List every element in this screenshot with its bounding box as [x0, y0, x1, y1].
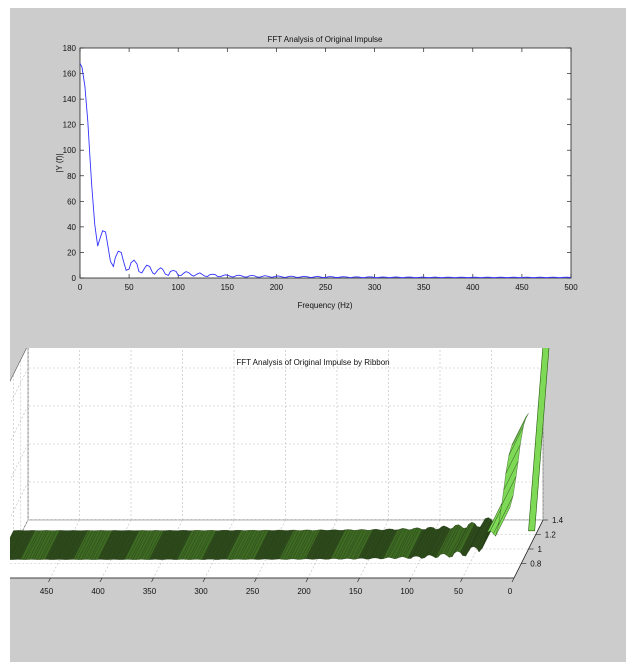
series-line-0 — [79, 63, 572, 279]
ribbon-peak — [528, 348, 550, 532]
y3d-tick-label: 0.8 — [530, 560, 542, 569]
y-tick-label: 60 — [67, 197, 76, 206]
x-axis-label: Frequency (Hz) — [297, 301, 352, 310]
chart-title: FFT Analysis of Original Impulse — [267, 35, 383, 44]
x-tick-label: 500 — [564, 283, 578, 292]
x3d-tick-label: 350 — [143, 587, 157, 596]
x-tick-label: 350 — [417, 283, 431, 292]
x-tick-label: 50 — [125, 283, 134, 292]
fft-line-chart: 0 50 100 150 200 250 300 350 400 450 500 0 20 40 60 80 1… — [55, 35, 578, 310]
y-tick-label: 20 — [67, 248, 76, 257]
y3d-tick-label: 1 — [538, 545, 543, 554]
x3d-tick-mark — [202, 577, 206, 583]
y-tick-label: 80 — [67, 172, 76, 181]
x-tick-label: 250 — [319, 283, 333, 292]
x-tick-label: 0 — [78, 283, 83, 292]
x-tick-label: 100 — [172, 283, 186, 292]
x3d-tick-label: 0 — [508, 587, 513, 596]
x3d-tick-mark — [357, 577, 360, 583]
x3d-tick-mark — [511, 577, 515, 583]
x3d-tick-mark — [460, 577, 463, 583]
x3d-tick-label: 250 — [246, 587, 260, 596]
x-tick-label: 300 — [368, 283, 382, 292]
ribbon-segment — [511, 413, 529, 446]
x3d-tick-label: 100 — [400, 587, 414, 596]
figure-panel: 0 50 100 150 200 250 300 350 400 450 500 0 20 40 60 80 1… — [10, 8, 626, 662]
y-axis-label: |Y (f)| — [55, 153, 64, 172]
y-tick-label: 180 — [63, 44, 77, 53]
x3d-tick-mark — [254, 577, 257, 583]
y-tick-label: 160 — [63, 70, 77, 79]
x3d-tick-mark — [99, 577, 103, 583]
x3d-tick-label: 450 — [40, 587, 54, 596]
x3d-tick-label: 400 — [91, 587, 105, 596]
y-tick-label: 120 — [63, 121, 77, 130]
x3d-tick-label: 50 — [454, 587, 463, 596]
grid-line-x-floor — [462, 519, 492, 579]
x3d-tick-label: 200 — [297, 587, 311, 596]
x-tick-label: 450 — [515, 283, 529, 292]
fft-ribbon-chart: 5004504003503002502001501005000.811.21.4… — [10, 348, 564, 596]
y-tick-label: 0 — [72, 274, 77, 283]
y-tick-label: 140 — [63, 95, 77, 104]
x-tick-label: 400 — [466, 283, 480, 292]
x3d-tick-mark — [305, 577, 309, 583]
x3d-tick-label: 300 — [194, 587, 208, 596]
y-tick-label: 40 — [67, 223, 76, 232]
x3d-tick-label: 150 — [349, 587, 363, 596]
x3d-tick-mark — [151, 577, 154, 583]
x3d-tick-mark — [48, 577, 51, 583]
chart-title-3d: FFT Analysis of Original Impulse by Ribb… — [236, 358, 389, 367]
y3d-tick-label: 1.2 — [545, 531, 557, 540]
axes-background — [79, 47, 572, 279]
y3d-tick-label: 1.4 — [552, 516, 564, 525]
x3d-tick-mark — [408, 577, 412, 583]
y-tick-label: 100 — [63, 146, 77, 155]
x-tick-label: 150 — [221, 283, 235, 292]
x-tick-label: 200 — [270, 283, 284, 292]
